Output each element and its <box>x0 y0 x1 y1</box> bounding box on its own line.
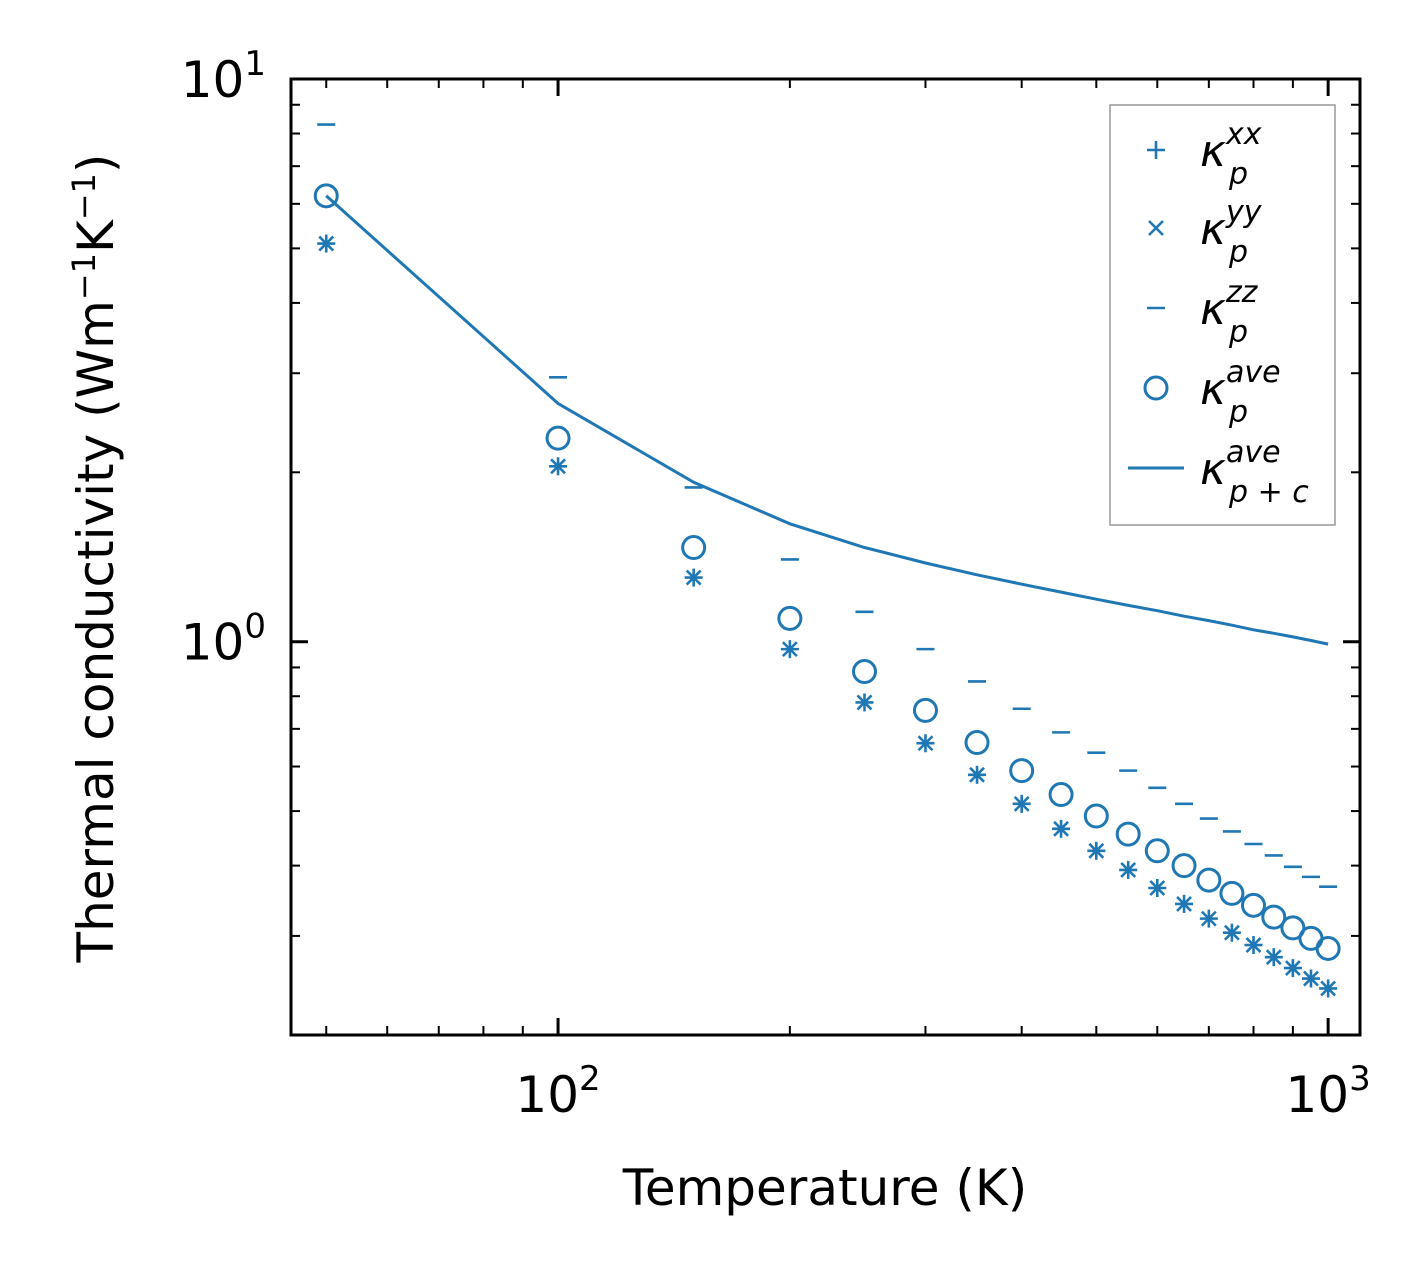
legend-marker-kp_yy <box>1148 220 1164 236</box>
point-kp_yy <box>1088 842 1105 859</box>
legend-marker-kp_xx <box>1147 141 1165 159</box>
series-kp_yy <box>318 235 1337 997</box>
point-kp_yy <box>318 235 335 252</box>
point-kp_yy <box>550 458 566 475</box>
x-tick-label: 103 <box>1285 1059 1370 1124</box>
legend-entry-kp_yy: κyy p <box>1148 195 1263 270</box>
point-kp_yy <box>1120 862 1137 878</box>
point-kp_ave <box>545 425 571 451</box>
point-kp_yy <box>1223 924 1240 941</box>
legend-entry-kp_ave: κave p <box>1143 355 1281 430</box>
point-kp_ave <box>681 535 707 561</box>
point-kp_ave <box>1171 853 1197 879</box>
point-kp_ave <box>1115 821 1141 847</box>
point-kp_ave <box>1261 904 1287 930</box>
point-kp_yy <box>781 641 798 658</box>
point-kp_yy <box>1149 880 1166 896</box>
y-label-exp1: −1 <box>65 253 103 300</box>
point-kp_yy <box>856 694 873 711</box>
x-axis-label: Temperature (K) <box>622 1159 1027 1217</box>
legend-label-kpc_ave: κave p + c <box>1200 435 1309 510</box>
point-kp_yy <box>685 569 702 586</box>
point-kp_ave <box>313 183 339 209</box>
point-kp_ave <box>1048 782 1074 808</box>
y-tick-label: 100 <box>181 607 266 672</box>
legend-marker-kp_ave <box>1143 375 1169 401</box>
point-kp_yy <box>1265 949 1282 966</box>
point-kp_yy <box>1013 795 1030 812</box>
y-label-exp2: −1 <box>65 173 103 220</box>
y-axis-label: Thermal conductivity (Wm−1K−1) <box>65 154 125 964</box>
point-kp_ave <box>912 697 938 723</box>
point-kp_ave <box>1315 935 1341 961</box>
x-tick-label: 102 <box>515 1059 600 1124</box>
point-kp_yy <box>917 735 934 752</box>
point-kp_yy <box>1176 895 1192 912</box>
series-line-kpc_ave <box>325 194 1329 646</box>
plot-frame <box>289 77 1362 1037</box>
point-kp_ave <box>964 729 990 755</box>
legend-entry-kp_zz: κzz p <box>1147 275 1259 350</box>
data-marks <box>313 123 1341 998</box>
point-kp_ave <box>1083 803 1109 829</box>
legend-label-kp_ave: κave p <box>1200 355 1281 430</box>
series-kp_zz <box>317 123 1338 888</box>
y-label-base: Thermal conductivity (Wm <box>67 300 125 963</box>
point-kp_yy <box>1303 970 1319 987</box>
point-kp_yy <box>1320 980 1337 997</box>
y-tick-label: 101 <box>181 44 266 109</box>
point-kp_ave <box>1280 915 1306 941</box>
point-kp_ave <box>1219 880 1245 906</box>
legend-label-kp_xx: κxx p <box>1200 117 1262 192</box>
point-kp_ave <box>1196 867 1222 893</box>
tick-labels: 102 103 100 101 <box>181 44 1371 1124</box>
point-kp_ave <box>1009 758 1035 784</box>
series-kp_ave <box>313 183 1341 961</box>
point-kp_yy <box>1053 820 1069 837</box>
point-kp_yy <box>1200 910 1217 927</box>
point-kp_yy <box>1245 937 1262 953</box>
legend-label-kp_yy: κyy p <box>1200 195 1263 270</box>
point-kp_ave <box>1240 892 1266 918</box>
point-kp_yy <box>969 766 985 783</box>
y-label-end: ) <box>67 154 125 174</box>
point-kp_ave <box>777 605 803 631</box>
legend-entry-kp_xx: κxx p <box>1147 117 1262 192</box>
series-kpc_ave <box>325 194 1329 646</box>
legend-entry-kpc_ave: κave p + c <box>1128 435 1309 510</box>
legend-box <box>1109 104 1336 526</box>
point-kp_yy <box>1284 960 1301 977</box>
y-label-mid: K <box>67 219 125 253</box>
legend-label-kp_zz: κzz p <box>1200 275 1259 350</box>
point-kp_ave <box>851 659 877 685</box>
point-kp_ave <box>1144 838 1170 864</box>
